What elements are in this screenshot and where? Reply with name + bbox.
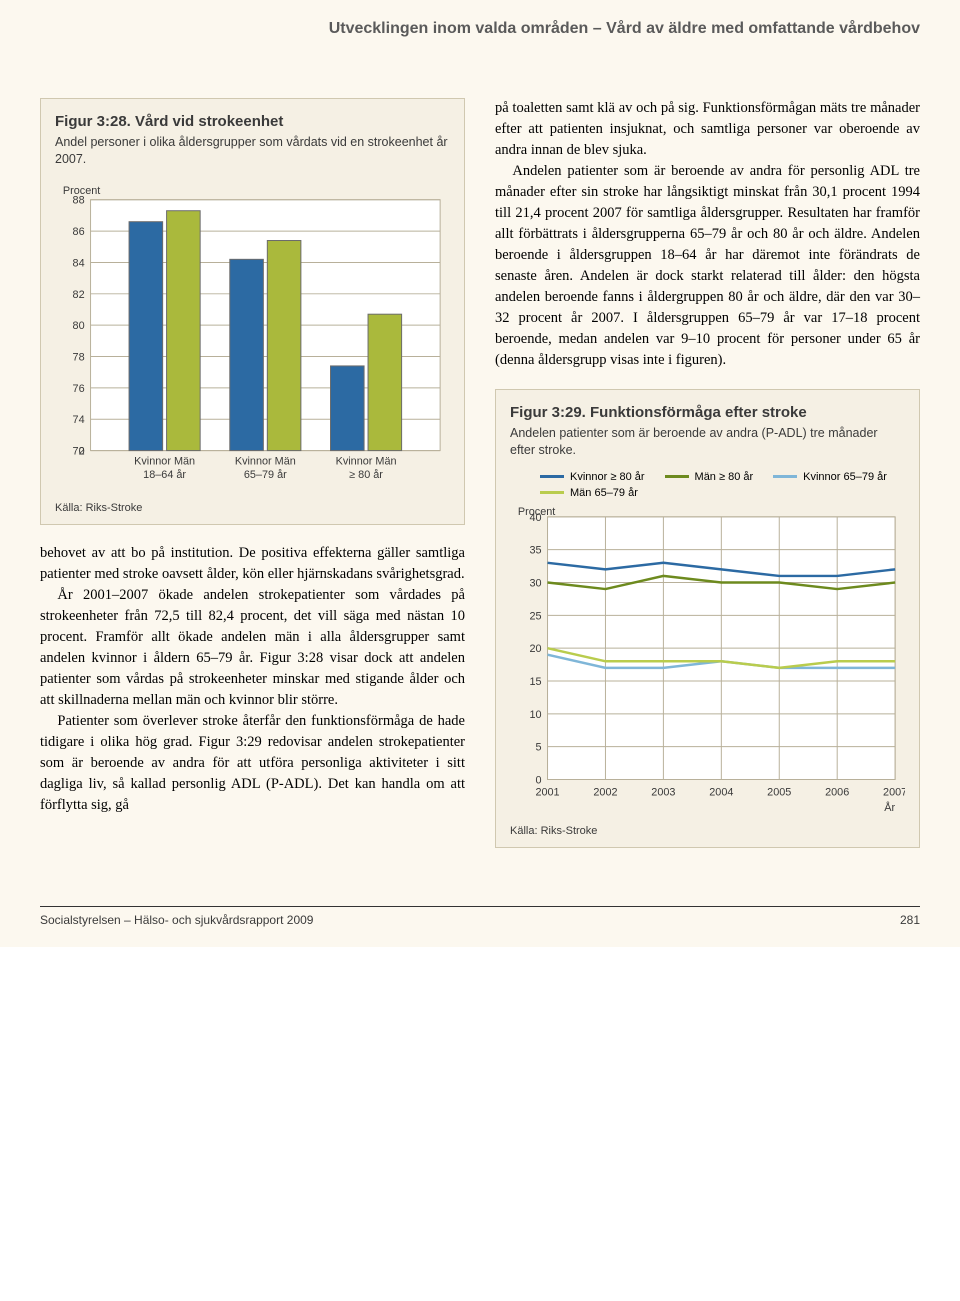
svg-text:År: År xyxy=(884,801,895,814)
legend-item: Män ≥ 80 år xyxy=(665,471,754,483)
line-chart-source: Källa: Riks-Stroke xyxy=(510,825,905,837)
svg-text:2006: 2006 xyxy=(825,786,849,798)
line-chart: Procent403530252015105020012002200320042… xyxy=(510,503,905,819)
svg-text:2003: 2003 xyxy=(651,786,675,798)
line-chart-box: Figur 3:29. Funktionsförmåga efter strok… xyxy=(495,389,920,848)
page-footer: Socialstyrelsen – Hälso- och sjukvårdsra… xyxy=(40,906,920,927)
paragraph: behovet av att bo på institution. De pos… xyxy=(40,543,465,585)
bar-chart-subtitle: Andel personer i olika åldersgrupper som… xyxy=(55,134,450,168)
svg-text:18–64 år: 18–64 år xyxy=(143,469,186,481)
svg-text:5: 5 xyxy=(536,742,542,754)
left-column: Figur 3:28. Vård vid strokeenhet Andel p… xyxy=(40,98,465,866)
paragraph: Andelen patienter som är beroende av and… xyxy=(495,161,920,371)
legend-swatch xyxy=(665,475,689,478)
legend-swatch xyxy=(540,475,564,478)
line-chart-legend: Kvinnor ≥ 80 år Män ≥ 80 år Kvinnor 65–79 … xyxy=(540,471,905,499)
paragraph: Patienter som överlever stroke återfår d… xyxy=(40,711,465,816)
svg-text:20: 20 xyxy=(530,643,542,655)
bar-chart-title: Figur 3:28. Vård vid strokeenhet xyxy=(55,113,450,130)
svg-text:2002: 2002 xyxy=(593,786,617,798)
svg-text:2005: 2005 xyxy=(767,786,791,798)
svg-text:80: 80 xyxy=(73,320,85,332)
legend-swatch xyxy=(773,475,797,478)
svg-text:76: 76 xyxy=(73,383,85,395)
legend-label: Män ≥ 80 år xyxy=(695,471,754,483)
svg-text:40: 40 xyxy=(530,512,542,524)
svg-text:0: 0 xyxy=(536,774,542,786)
svg-text:88: 88 xyxy=(73,194,85,206)
svg-text:2007: 2007 xyxy=(883,786,905,798)
svg-text:82: 82 xyxy=(73,289,85,301)
legend-item: Kvinnor ≥ 80 år xyxy=(540,471,645,483)
svg-text:35: 35 xyxy=(530,545,542,557)
svg-text:15: 15 xyxy=(530,676,542,688)
legend-item: Kvinnor 65–79 år xyxy=(773,471,887,483)
svg-text:84: 84 xyxy=(73,257,85,269)
svg-text:78: 78 xyxy=(73,351,85,363)
left-body-text: behovet av att bo på institution. De pos… xyxy=(40,543,465,816)
paragraph: År 2001–2007 ökade andelen strokepatient… xyxy=(40,585,465,711)
svg-text:0: 0 xyxy=(79,445,85,457)
legend-item: Män 65–79 år xyxy=(540,487,638,499)
paragraph: på toaletten samt klä av och på sig. Fun… xyxy=(495,98,920,161)
footer-left: Socialstyrelsen – Hälso- och sjukvårdsra… xyxy=(40,913,313,927)
svg-text:Kvinnor Män: Kvinnor Män xyxy=(134,455,195,467)
svg-text:2004: 2004 xyxy=(709,786,733,798)
svg-text:10: 10 xyxy=(530,709,542,721)
legend-label: Män 65–79 år xyxy=(570,487,638,499)
two-column-layout: Figur 3:28. Vård vid strokeenhet Andel p… xyxy=(40,98,920,866)
line-chart-title: Figur 3:29. Funktionsförmåga efter strok… xyxy=(510,404,905,421)
right-column: på toaletten samt klä av och på sig. Fun… xyxy=(495,98,920,866)
page-container: Utvecklingen inom valda områden – Vård a… xyxy=(0,0,960,947)
svg-text:65–79 år: 65–79 år xyxy=(244,469,287,481)
right-body-text: på toaletten samt klä av och på sig. Fun… xyxy=(495,98,920,371)
bar-chart: Procent8886848280787674720Kvinnor Män18–… xyxy=(55,180,450,496)
svg-text:86: 86 xyxy=(73,226,85,238)
legend-label: Kvinnor ≥ 80 år xyxy=(570,471,645,483)
svg-text:2001: 2001 xyxy=(535,786,559,798)
page-number: 281 xyxy=(900,913,920,927)
bar-chart-box: Figur 3:28. Vård vid strokeenhet Andel p… xyxy=(40,98,465,525)
legend-label: Kvinnor 65–79 år xyxy=(803,471,887,483)
svg-text:Kvinnor Män: Kvinnor Män xyxy=(336,455,397,467)
svg-text:25: 25 xyxy=(530,610,542,622)
svg-text:74: 74 xyxy=(73,414,85,426)
legend-swatch xyxy=(540,491,564,494)
svg-text:Kvinnor Män: Kvinnor Män xyxy=(235,455,296,467)
svg-text:≥ 80 år: ≥ 80 år xyxy=(349,469,383,481)
line-chart-subtitle: Andelen patienter som är beroende av and… xyxy=(510,425,905,459)
svg-text:30: 30 xyxy=(530,577,542,589)
running-header: Utvecklingen inom valda områden – Vård a… xyxy=(40,20,920,38)
bar-chart-source: Källa: Riks-Stroke xyxy=(55,502,450,514)
